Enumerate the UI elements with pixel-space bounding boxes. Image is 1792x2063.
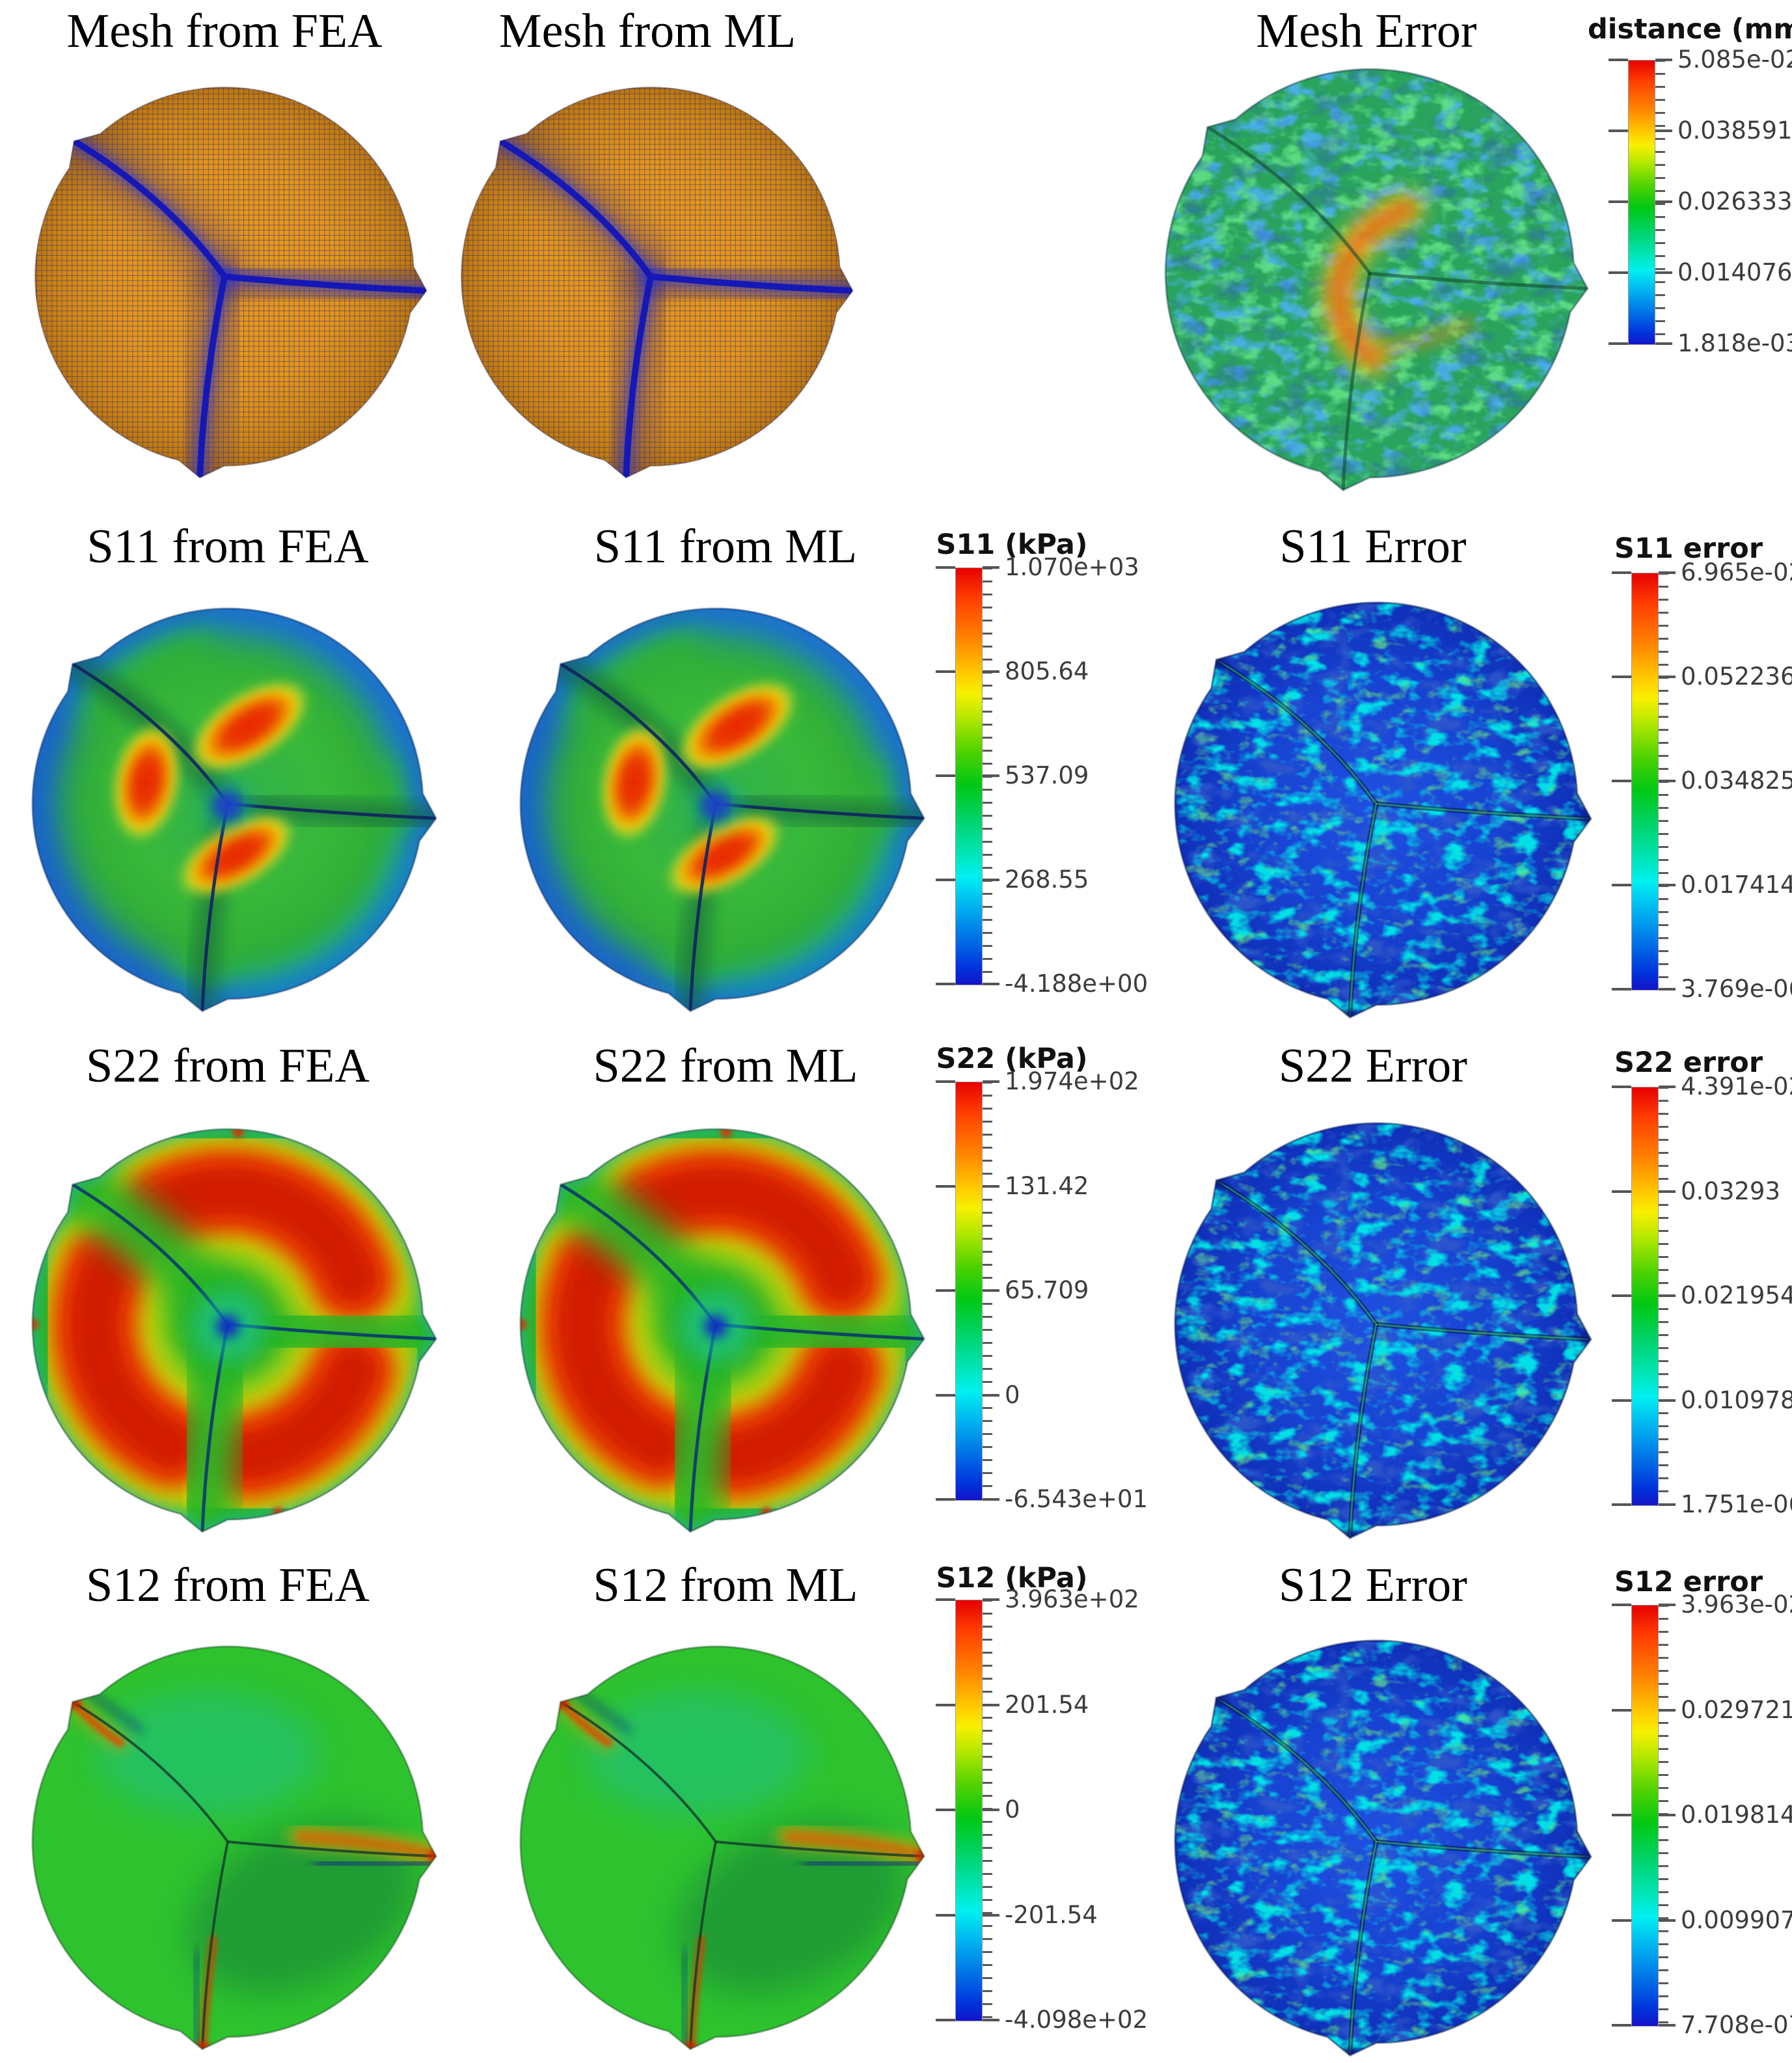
panel-s22-fea <box>13 1110 442 1539</box>
colorbar-s11-tick-4: -4.188e+00 <box>1005 970 1148 998</box>
colorbar-s12-error-tick-0: 3.963e-02 <box>1681 1591 1792 1619</box>
colorbar-s11-error-tick-0: 6.965e-02 <box>1681 558 1792 586</box>
title-s11-ml: S11 from ML <box>593 520 858 573</box>
panel-s11-fea <box>13 589 442 1018</box>
title-mesh-ml: Mesh from ML <box>498 5 796 58</box>
colorbar-s12-tick-2: 0 <box>1005 1796 1020 1824</box>
panel-s11-ml <box>501 589 930 1018</box>
panel-mesh-fea <box>16 68 433 485</box>
colorbar-s11: 1.070e+03 805.64 537.09 268.55 -4.188e+0… <box>936 555 1148 996</box>
panel-mesh-error <box>1145 49 1594 498</box>
colorbar-s22-tick-3: 0 <box>1005 1380 1020 1409</box>
colorbar-s22-tick-2: 65.709 <box>1005 1276 1089 1304</box>
title-s22-ml: S22 from ML <box>593 1039 858 1093</box>
colorbar-s22-tick-1: 131.42 <box>1005 1171 1089 1200</box>
colorbar-s11-tick-1: 805.64 <box>1005 657 1089 685</box>
colorbar-s11-tick-0: 1.070e+03 <box>1005 553 1139 581</box>
title-s22-fea: S22 from FEA <box>86 1039 370 1093</box>
colorbar-s12-tick-3: -201.54 <box>1005 1900 1098 1929</box>
colorbar-distance-tick-2: 0.026333 <box>1677 187 1792 215</box>
colorbar-s12-tick-4: -4.098e+02 <box>1005 2006 1148 2034</box>
colorbar-s12-error-tick-4: 7.708e-07 <box>1681 2011 1792 2039</box>
colorbar-s11-error-tick-2: 0.034825 <box>1681 767 1792 795</box>
colorbar-s12: 3.963e+02 201.54 0 -201.54 -4.098e+02 <box>936 1587 1148 2032</box>
colorbar-s22-title: S22 (kPa) <box>936 1043 1088 1075</box>
colorbar-s11-error: 6.965e-02 0.052236 0.034825 0.017414 3.7… <box>1612 560 1792 1002</box>
title-s12-ml: S12 from ML <box>593 1559 858 1612</box>
colorbar-s12-error-tick-1: 0.029721 <box>1681 1695 1792 1724</box>
title-mesh-error: Mesh Error <box>1256 5 1477 58</box>
colorbar-s11-tick-2: 537.09 <box>1005 761 1089 789</box>
colorbar-distance-tick-4: 1.818e-03 <box>1677 329 1792 357</box>
colorbar-distance-tick-1: 0.038591 <box>1677 116 1792 144</box>
panel-s22-error <box>1155 1103 1597 1546</box>
colorbar-s12-error-title: S12 error <box>1614 1566 1763 1598</box>
panel-s12-error <box>1155 1620 1597 2063</box>
title-mesh-fea: Mesh from FEA <box>66 5 383 58</box>
panel-mesh-ml <box>442 68 859 485</box>
colorbar-distance-tick-3: 0.014076 <box>1677 258 1792 286</box>
colorbar-s22: 1.974e+02 131.42 65.709 0 -6.543e+01 <box>936 1069 1148 1512</box>
title-s12-error: S12 Error <box>1279 1559 1467 1612</box>
colorbar-s22-error-tick-3: 0.010978 <box>1681 1386 1792 1414</box>
colorbar-s11-error-tick-1: 0.052236 <box>1681 663 1792 690</box>
colorbar-s22-tick-4: -6.543e+01 <box>1005 1485 1148 1513</box>
colorbar-distance-tick-0: 5.085e-02 <box>1677 46 1792 74</box>
colorbar-s12-tick-1: 201.54 <box>1005 1690 1089 1719</box>
panel-s12-fea <box>13 1627 442 2056</box>
colorbar-s12-error-tick-2: 0.019814 <box>1681 1801 1792 1829</box>
colorbar-s22-error-tick-1: 0.03293 <box>1681 1177 1781 1205</box>
title-s11-fea: S11 from FEA <box>87 520 369 573</box>
colorbar-s22-tick-0: 1.974e+02 <box>1005 1067 1139 1095</box>
colorbar-s12-title: S12 (kPa) <box>936 1562 1088 1594</box>
title-s22-error: S22 Error <box>1279 1039 1467 1093</box>
colorbar-s12-error-tick-3: 0.0099076 <box>1681 1906 1792 1934</box>
colorbar-s22-error-tick-4: 1.751e-06 <box>1681 1490 1792 1518</box>
colorbar-s22-error-title: S22 error <box>1614 1046 1763 1079</box>
colorbar-distance: 5.085e-02 0.038591 0.026333 0.014076 1.8… <box>1609 48 1792 356</box>
colorbar-s12-tick-0: 3.963e+02 <box>1005 1585 1139 1613</box>
colorbar-s22-error: 4.391e-02 0.03293 0.021954 0.010978 1.75… <box>1612 1074 1792 1517</box>
colorbar-distance-gradient <box>1628 60 1655 345</box>
title-s12-fea: S12 from FEA <box>86 1559 370 1612</box>
colorbar-s22-error-tick-2: 0.021954 <box>1681 1281 1792 1309</box>
panel-s11-error <box>1155 582 1597 1025</box>
panel-s22-ml <box>501 1110 930 1539</box>
colorbar-s11-error-title: S11 error <box>1614 532 1763 565</box>
colorbar-distance-title: distance (mm) <box>1588 13 1792 46</box>
colorbar-s11-error-tick-4: 3.769e-06 <box>1681 975 1792 1003</box>
title-s11-error: S11 Error <box>1279 520 1467 573</box>
colorbar-s22-error-tick-0: 4.391e-02 <box>1681 1072 1792 1100</box>
colorbar-s12-error: 3.963e-02 0.029721 0.019814 0.0099076 7.… <box>1612 1592 1792 2038</box>
colorbar-s11-title: S11 (kPa) <box>936 528 1088 561</box>
colorbar-s11-error-tick-3: 0.017414 <box>1681 871 1792 899</box>
colorbar-s11-tick-3: 268.55 <box>1005 866 1089 894</box>
panel-s12-ml <box>501 1627 930 2056</box>
